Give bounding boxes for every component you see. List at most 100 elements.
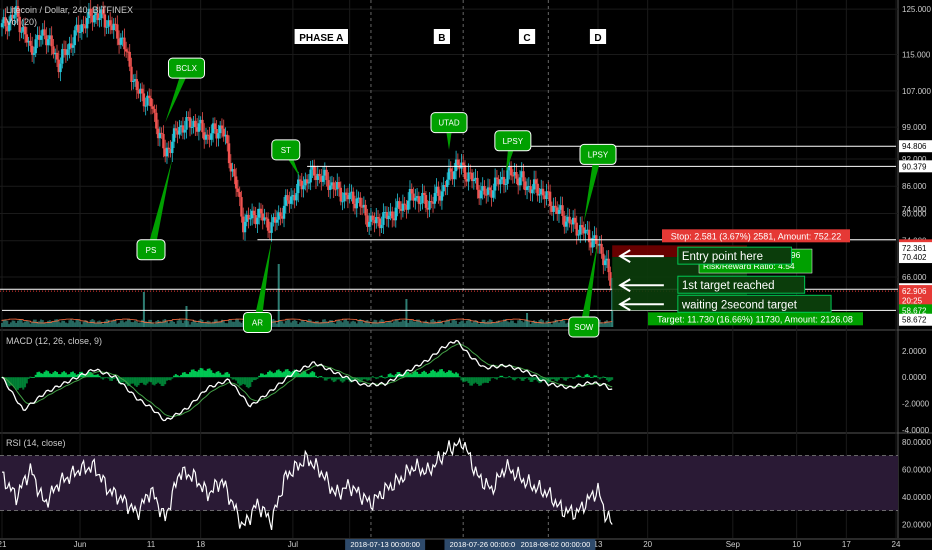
candle-body[interactable]: [50, 35, 53, 47]
candle-body[interactable]: [414, 197, 417, 201]
candle-body[interactable]: [27, 40, 30, 43]
candle-body[interactable]: [100, 9, 103, 19]
candle-body[interactable]: [93, 15, 96, 23]
price-panel[interactable]: [0, 0, 898, 327]
candle-body[interactable]: [385, 212, 389, 220]
candle-body[interactable]: [259, 208, 263, 214]
candle-body[interactable]: [288, 200, 291, 204]
candle-body[interactable]: [231, 169, 234, 172]
candle-body[interactable]: [68, 43, 71, 50]
candle-body[interactable]: [577, 234, 580, 236]
candle-body[interactable]: [369, 215, 373, 222]
candle-body[interactable]: [419, 203, 422, 205]
candle-body[interactable]: [270, 222, 273, 233]
candle-body[interactable]: [133, 79, 137, 81]
candle-body[interactable]: [366, 215, 369, 227]
candle-body[interactable]: [64, 49, 68, 56]
candle-body[interactable]: [461, 162, 465, 166]
candle-body[interactable]: [591, 238, 594, 248]
candle-body[interactable]: [318, 173, 321, 177]
candle-body[interactable]: [383, 212, 387, 214]
candle-body[interactable]: [407, 200, 410, 210]
candle-body[interactable]: [360, 206, 364, 208]
candle-body[interactable]: [148, 95, 151, 99]
candle-body[interactable]: [396, 201, 399, 208]
candle-body[interactable]: [52, 46, 55, 55]
candle-body[interactable]: [346, 195, 350, 200]
candle-body[interactable]: [75, 24, 78, 31]
candle-body[interactable]: [245, 214, 248, 222]
candle-body[interactable]: [485, 194, 488, 196]
candle-body[interactable]: [153, 108, 156, 113]
candle-body[interactable]: [61, 49, 64, 64]
candle-body[interactable]: [107, 20, 110, 27]
candle-body[interactable]: [162, 133, 165, 149]
candle-body[interactable]: [218, 125, 222, 134]
candle-body[interactable]: [421, 192, 424, 204]
candle-body[interactable]: [183, 129, 186, 133]
candle-body[interactable]: [442, 185, 445, 192]
candle-body[interactable]: [242, 216, 245, 233]
candle-body[interactable]: [469, 172, 472, 174]
candle-body[interactable]: [7, 21, 11, 32]
candle-body[interactable]: [14, 6, 18, 15]
candle-body[interactable]: [556, 207, 559, 215]
candle-body[interactable]: [94, 13, 98, 16]
candle-body[interactable]: [249, 218, 252, 220]
candle-body[interactable]: [336, 182, 339, 190]
candle-body[interactable]: [321, 175, 325, 182]
candle-body[interactable]: [518, 177, 522, 186]
candle-body[interactable]: [149, 98, 153, 107]
candle-body[interactable]: [398, 201, 401, 210]
candle-body[interactable]: [501, 176, 504, 180]
candle-body[interactable]: [132, 80, 135, 82]
candle-body[interactable]: [82, 24, 85, 26]
candle-body[interactable]: [492, 190, 495, 198]
candle-body[interactable]: [73, 30, 76, 46]
candle-body[interactable]: [373, 219, 376, 224]
candle-body[interactable]: [376, 217, 380, 219]
candle-body[interactable]: [158, 132, 162, 139]
candle-body[interactable]: [334, 189, 337, 191]
candle-body[interactable]: [11, 14, 14, 19]
candle-body[interactable]: [359, 197, 362, 207]
candle-body[interactable]: [176, 130, 179, 135]
candle-body[interactable]: [39, 35, 43, 40]
candle-body[interactable]: [57, 59, 60, 73]
candle-body[interactable]: [227, 143, 231, 164]
candle-body[interactable]: [23, 26, 27, 35]
candle-body[interactable]: [417, 196, 421, 204]
candle-body[interactable]: [479, 190, 483, 199]
candle-body[interactable]: [279, 212, 282, 217]
candle-body[interactable]: [343, 192, 346, 202]
candle-body[interactable]: [447, 168, 451, 180]
candle-body[interactable]: [300, 180, 303, 190]
candle-body[interactable]: [472, 179, 476, 182]
candle-body[interactable]: [314, 175, 318, 180]
candle-body[interactable]: [566, 216, 570, 222]
candle-body[interactable]: [224, 134, 227, 137]
candle-body[interactable]: [536, 183, 539, 196]
candle-body[interactable]: [304, 179, 307, 186]
candle-body[interactable]: [13, 14, 16, 19]
candle-body[interactable]: [509, 166, 513, 176]
candle-body[interactable]: [140, 88, 144, 94]
candle-body[interactable]: [584, 229, 587, 234]
candle-body[interactable]: [605, 258, 609, 261]
candle-body[interactable]: [142, 93, 146, 107]
candle-body[interactable]: [516, 178, 520, 186]
candle-body[interactable]: [114, 23, 117, 25]
candle-body[interactable]: [440, 191, 444, 201]
candle-body[interactable]: [252, 210, 256, 216]
candle-body[interactable]: [222, 128, 225, 137]
candle-body[interactable]: [123, 37, 126, 50]
candle-body[interactable]: [220, 125, 224, 129]
candle-body[interactable]: [330, 182, 334, 186]
candle-body[interactable]: [156, 128, 160, 139]
candle-body[interactable]: [197, 123, 201, 132]
candle-body[interactable]: [506, 170, 509, 184]
candle-body[interactable]: [444, 185, 447, 188]
candle-body[interactable]: [273, 217, 277, 223]
candle-body[interactable]: [105, 26, 108, 28]
candle-body[interactable]: [9, 14, 13, 22]
